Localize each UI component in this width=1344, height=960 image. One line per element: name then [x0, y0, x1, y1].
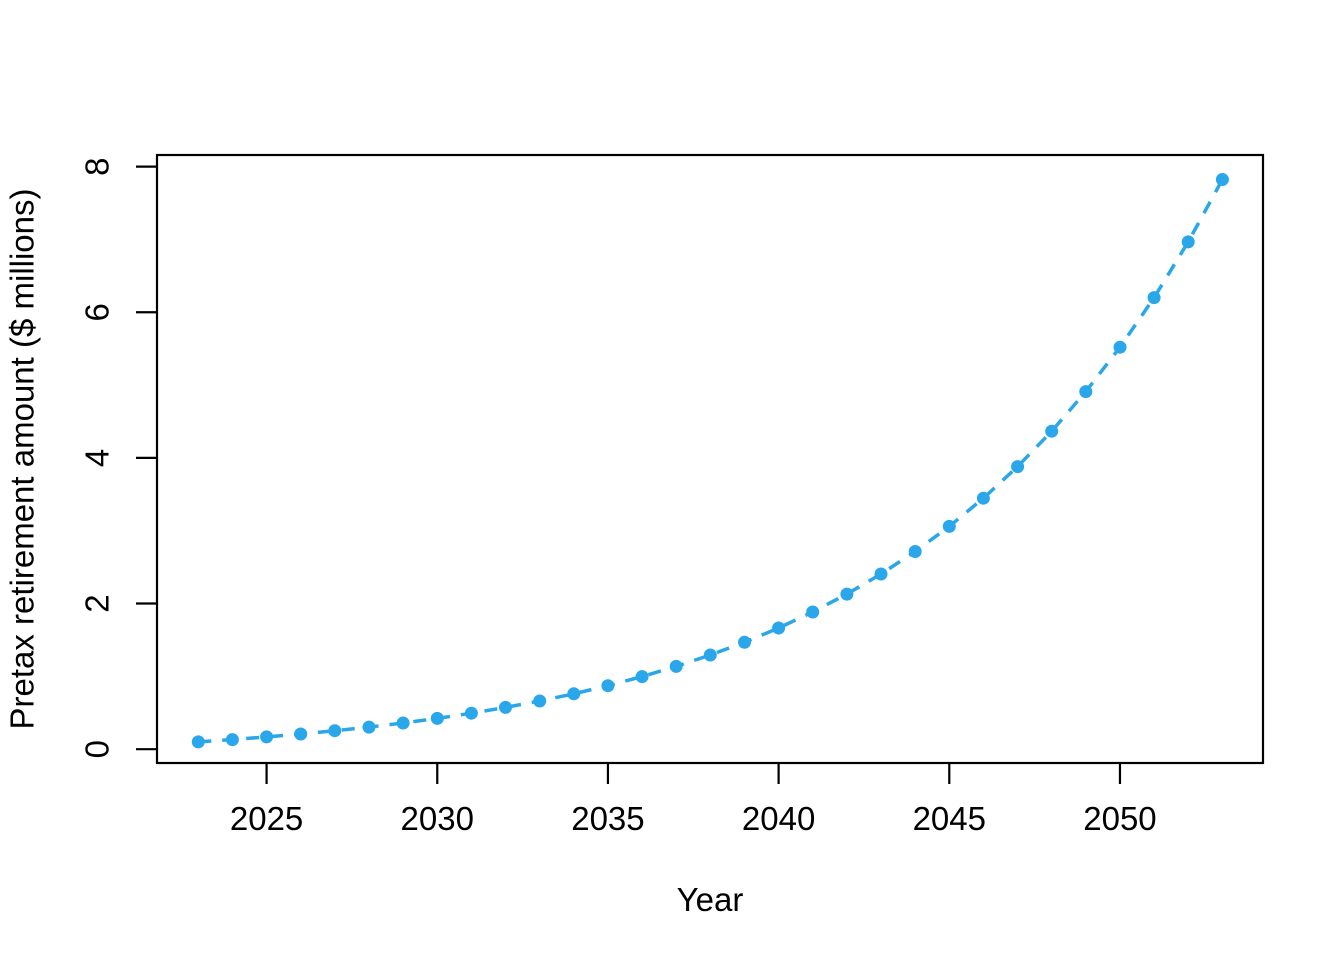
- data-point: [1011, 460, 1025, 474]
- y-tick-label: 8: [79, 157, 116, 175]
- x-tick-label: 2050: [1083, 800, 1156, 837]
- data-point: [464, 706, 478, 720]
- data-point: [1215, 173, 1229, 186]
- x-axis-ticks: 2025 2030 2035 2040 2045 2050: [230, 763, 1157, 837]
- data-point: [328, 724, 342, 738]
- data-point: [601, 679, 615, 693]
- data-point: [191, 735, 205, 749]
- data-point: [567, 687, 581, 701]
- data-point: [908, 545, 922, 558]
- data-point: [806, 605, 820, 619]
- data-point: [738, 635, 751, 649]
- data-point: [840, 587, 854, 601]
- data-point: [260, 730, 274, 744]
- x-tick-label: 2040: [742, 800, 815, 837]
- data-point: [1181, 235, 1195, 249]
- data-point: [499, 700, 512, 714]
- x-tick-label: 2030: [401, 800, 474, 837]
- y-tick-label: 4: [79, 449, 116, 467]
- x-tick-label: 2045: [913, 800, 986, 837]
- y-tick-label: 6: [79, 303, 116, 321]
- data-series: [191, 173, 1229, 749]
- data-point: [976, 491, 990, 505]
- data-point: [874, 567, 888, 581]
- data-point: [703, 648, 717, 662]
- x-tick-label: 2035: [571, 800, 644, 837]
- y-tick-label: 2: [79, 594, 116, 612]
- data-point: [225, 733, 239, 747]
- data-point: [772, 621, 786, 635]
- data-point: [362, 720, 376, 734]
- x-tick-label: 2025: [230, 800, 303, 837]
- data-point: [635, 670, 649, 684]
- x-axis-title: Year: [677, 881, 744, 918]
- data-point: [1045, 424, 1059, 438]
- data-point: [1079, 385, 1093, 399]
- data-point: [396, 716, 410, 730]
- y-axis-title: Pretax retirement amount ($ millions): [4, 188, 41, 729]
- data-point: [942, 519, 956, 533]
- y-tick-label: 0: [79, 740, 116, 758]
- data-point: [1147, 291, 1161, 305]
- plot-box: [155, 153, 1265, 765]
- y-axis-ticks: 0 2 4 6 8: [79, 157, 157, 758]
- data-point: [430, 711, 444, 725]
- data-point: [669, 659, 683, 673]
- data-point: [294, 727, 308, 741]
- data-point: [533, 694, 547, 708]
- data-point: [1113, 340, 1127, 354]
